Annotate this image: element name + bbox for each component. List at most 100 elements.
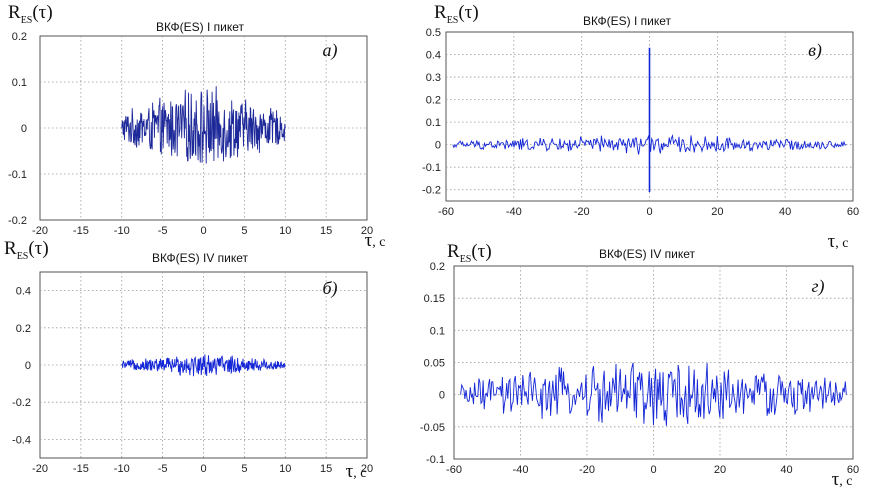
y-tick-label: -0.1 <box>426 454 445 466</box>
x-tick-label: -10 <box>114 225 130 237</box>
y-tick-label: -0.4 <box>12 434 31 446</box>
chart-panel-a: -20 -15 -10 -5 0 5 10 15 20 -0.2 -0.1 0 0.1 0.2 ВКФ(ES… <box>8 2 373 237</box>
chart-panel-v: -60 -40 -20 0 20 40 60 -0.2 -0.1 0 0.1 0.2 0.3 0.4 0.5… <box>422 2 859 252</box>
y-tick-label: 0.3 <box>426 72 441 84</box>
x-tick-label: 5 <box>241 225 247 237</box>
x-tick-label: 15 <box>320 225 332 237</box>
y-tick-label: 0 <box>439 390 445 402</box>
y-tick-label: 0.1 <box>426 117 441 129</box>
x-tick-label: 40 <box>780 464 792 476</box>
x-axis-label-main: τ <box>832 469 840 490</box>
y-axis-label-sub: ES <box>447 15 459 26</box>
y-axis-label-main: R <box>8 2 21 23</box>
y-tick-label: 0.4 <box>16 286 31 298</box>
chart-title: ВКФ(ES) I пикет <box>156 20 245 34</box>
y-tick-label: 0 <box>25 360 31 372</box>
x-tick-label: 10 <box>279 463 291 475</box>
y-tick-label: 0.2 <box>430 261 445 273</box>
y-tick-label: 0.2 <box>12 31 27 43</box>
x-tick-label: 0 <box>200 463 206 475</box>
y-axis-label-arg: (τ) <box>32 2 52 23</box>
x-tick-label: -40 <box>513 464 529 476</box>
x-tick-label: -60 <box>446 464 462 476</box>
x-tick-label: 0 <box>646 206 652 218</box>
panel-label: г) <box>811 276 824 297</box>
x-tick-label: -5 <box>158 225 168 237</box>
y-tick-label: 0.2 <box>16 323 31 335</box>
y-axis-label-sub: ES <box>21 15 33 26</box>
x-tick-label: -15 <box>73 225 89 237</box>
y-tick-label: -0.2 <box>422 185 441 197</box>
x-tick-label: -60 <box>438 206 454 218</box>
y-tick-label: -0.05 <box>420 422 445 434</box>
x-axis-label-top-left: τ, с <box>365 230 386 251</box>
y-axis-label-arg: (τ) <box>471 241 491 262</box>
y-tick-label: 0.5 <box>426 27 441 39</box>
x-tick-label: 5 <box>241 463 247 475</box>
y-tick-label: 0.15 <box>424 293 445 305</box>
x-tick-label: 20 <box>714 464 726 476</box>
y-tick-label: 0.1 <box>12 77 27 89</box>
series-line <box>460 362 847 426</box>
x-tick-label: -20 <box>579 464 595 476</box>
y-axis-label-main: R <box>447 241 460 262</box>
x-axis-label: τ, с <box>832 469 853 490</box>
y-tick-label: 0 <box>435 140 441 152</box>
series-line <box>121 354 286 377</box>
y-axis-label-arg: (τ) <box>28 238 48 259</box>
x-tick-label: -40 <box>506 206 522 218</box>
x-axis-label: τ, с <box>346 461 367 482</box>
chart-panel-g: -60 -40 -20 0 20 40 60 -0.1 -0.05 0 0.05 0.1 0.15 0.2… <box>420 241 859 490</box>
y-axis-label: RES(τ) <box>447 241 492 265</box>
panel-label: б) <box>322 278 337 299</box>
y-tick-label: 0.4 <box>426 50 441 62</box>
y-tick-label: 0 <box>21 123 27 135</box>
x-tick-label: 15 <box>320 463 332 475</box>
chart-panel-b: -20 -15 -10 -5 0 5 10 15 20 -0.4 -0.2 0 0.2 0.4 ВКФ(ES… <box>4 238 373 482</box>
x-tick-label: 60 <box>847 464 859 476</box>
series-line <box>121 86 286 164</box>
x-axis-label-main: τ <box>346 461 354 482</box>
x-axis-label-unit: , с <box>372 235 385 250</box>
x-tick-label: 60 <box>847 206 859 218</box>
x-axis-label: τ, с <box>828 231 849 252</box>
x-tick-label: 0 <box>650 464 656 476</box>
x-tick-label: -20 <box>32 463 48 475</box>
x-tick-label: 0 <box>200 225 206 237</box>
x-tick-label: 10 <box>279 225 291 237</box>
x-axis-label-main: τ <box>828 231 836 252</box>
panel-label: а) <box>323 40 338 61</box>
y-axis-label-arg: (τ) <box>458 2 478 23</box>
panel-label: в) <box>808 40 822 61</box>
chart-title: ВКФ(ES) IV пикет <box>152 251 249 265</box>
x-axis-label-unit: , с <box>839 474 852 489</box>
x-tick-label: 40 <box>779 206 791 218</box>
y-axis-label-sub: ES <box>17 251 29 262</box>
chart-title: ВКФ(ES) I пикет <box>583 14 672 28</box>
y-axis-label-sub: ES <box>460 254 472 265</box>
y-axis-label: RES(τ) <box>434 2 479 26</box>
y-axis-label: RES(τ) <box>4 238 49 262</box>
y-tick-label: -0.1 <box>8 169 27 181</box>
x-tick-label: 20 <box>711 206 723 218</box>
x-axis-label-main: τ <box>365 230 373 251</box>
chart-title: ВКФ(ES) IV пикет <box>599 247 696 261</box>
y-tick-label: 0.1 <box>430 325 445 337</box>
y-axis-label-main: R <box>434 2 447 23</box>
x-axis-label-unit: , с <box>353 466 366 481</box>
y-axis-label: RES(τ) <box>8 2 53 26</box>
y-axis-label-main: R <box>4 238 17 259</box>
y-tick-label: 0.2 <box>426 95 441 107</box>
x-tick-label: -5 <box>158 463 168 475</box>
x-tick-label: -10 <box>114 463 130 475</box>
x-axis-label-unit: , с <box>835 236 848 251</box>
x-tick-label: 20 <box>361 463 373 475</box>
x-tick-label: -15 <box>73 463 89 475</box>
y-tick-label: -0.2 <box>12 397 31 409</box>
x-tick-label: 20 <box>361 225 373 237</box>
y-tick-label: -0.2 <box>8 215 27 227</box>
y-tick-label: -0.1 <box>422 162 441 174</box>
y-tick-label: 0.05 <box>424 358 445 370</box>
x-tick-label: -20 <box>32 225 48 237</box>
